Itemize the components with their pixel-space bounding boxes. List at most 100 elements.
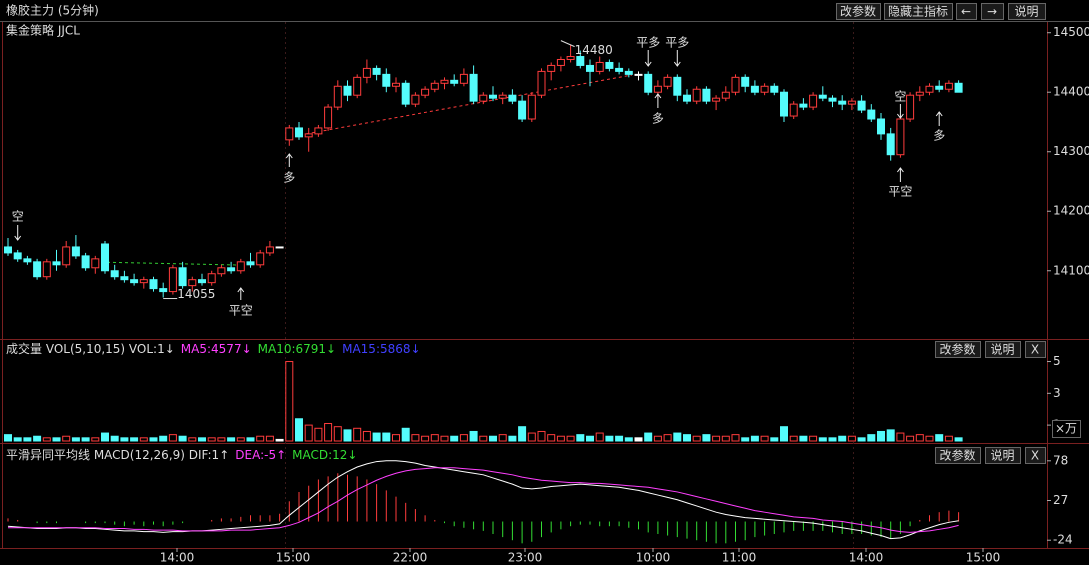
volume-bar: [954, 437, 963, 442]
volume-bar: [818, 437, 827, 442]
high-marker: [560, 40, 575, 48]
button-frame: [985, 447, 1021, 464]
button[interactable]: 改参数: [935, 447, 981, 464]
volume-bar: [304, 424, 313, 442]
button-label[interactable]: 改参数: [840, 4, 876, 19]
button-label[interactable]: X: [1031, 449, 1039, 463]
volume-bar: [566, 435, 575, 442]
candle-body: [178, 267, 187, 287]
button[interactable]: 隐藏主指标: [884, 3, 953, 20]
volume-bar: [799, 435, 808, 442]
candle-body: [799, 103, 808, 108]
candle-body: [207, 273, 216, 284]
button-label[interactable]: 说明: [990, 342, 1014, 357]
signal-label: 平空: [229, 304, 253, 318]
candle-body: [489, 94, 497, 99]
title-part: MA10:6791↓: [258, 342, 336, 356]
candle-body: [52, 261, 61, 266]
button[interactable]: 改参数: [836, 3, 881, 20]
candle-body: [828, 97, 837, 102]
volume-bar: [731, 434, 740, 442]
x-tick-label: 22:00: [393, 551, 428, 565]
candle-body: [246, 261, 255, 266]
signal-label: 多: [933, 129, 945, 143]
candle-body: [353, 76, 362, 96]
candle-body: [518, 100, 527, 120]
volume-bar: [295, 418, 303, 442]
candle-body: [692, 88, 701, 102]
volume-bar: [527, 432, 536, 442]
volume-bar: [450, 435, 459, 442]
volume-bar: [168, 434, 177, 442]
macd-line: [8, 467, 959, 533]
high-label: 14480: [575, 43, 613, 57]
candle-body: [498, 94, 507, 99]
volume-bar: [217, 437, 226, 442]
strategy-label: 集金策略 JJCL: [6, 23, 80, 38]
volume-bar: [343, 429, 352, 442]
x-tick-label: 14:00: [160, 551, 195, 565]
signal-arrow: [897, 167, 904, 182]
signal-label: 多: [652, 112, 664, 126]
candle-body: [731, 76, 740, 93]
volume-bar: [101, 432, 109, 442]
volume-bar: [692, 435, 701, 442]
candle-body: [537, 70, 546, 96]
button-label[interactable]: 改参数: [939, 342, 975, 357]
button-label[interactable]: 隐藏主指标: [888, 4, 948, 19]
button[interactable]: X: [1025, 447, 1046, 464]
candle-body: [615, 67, 624, 72]
candle-body: [527, 94, 536, 120]
volume-bar: [33, 435, 42, 442]
candle-body: [4, 246, 12, 254]
volume-bar: [314, 427, 323, 442]
button-label[interactable]: →: [987, 5, 997, 19]
signal-label: 多: [283, 171, 295, 185]
candle-body: [411, 94, 420, 105]
y-tick-label: 14300: [1053, 144, 1089, 158]
volume-bar: [256, 435, 265, 442]
volume-bar: [702, 434, 711, 442]
volume-bar: [663, 434, 672, 442]
button-label[interactable]: X: [1031, 343, 1039, 357]
candle-body: [595, 61, 604, 72]
volume-bar: [508, 435, 517, 442]
y-tick-label: 3: [1053, 386, 1061, 400]
candle-body: [712, 97, 721, 102]
button-frame: [1008, 3, 1046, 20]
signal-arrow: [897, 104, 904, 119]
signal-label: 空: [894, 90, 906, 104]
signal-label: 空: [12, 210, 24, 224]
volume-bar: [382, 432, 391, 442]
volume-bar: [4, 434, 12, 442]
signal-arrow: [935, 111, 943, 126]
button-label[interactable]: 改参数: [939, 448, 975, 463]
button-label[interactable]: ←: [961, 5, 971, 19]
button[interactable]: 说明: [1008, 3, 1046, 20]
volume-bar: [489, 435, 497, 442]
y-tick-label: 14400: [1053, 85, 1089, 99]
y-tick-label: 27: [1053, 493, 1068, 507]
signal-arrow: [644, 50, 652, 67]
candle-body: [401, 82, 410, 105]
button-frame: [884, 3, 953, 20]
volume-bar: [847, 435, 856, 442]
button-label[interactable]: 说明: [990, 448, 1014, 463]
candle-body: [721, 91, 730, 99]
candle-body: [624, 70, 633, 75]
button[interactable]: →: [981, 3, 1004, 20]
volume-bar: [120, 437, 129, 442]
button[interactable]: ←: [956, 3, 977, 20]
signal-arrow: [14, 225, 22, 241]
button-label[interactable]: 说明: [1014, 4, 1038, 19]
button[interactable]: X: [1025, 341, 1046, 358]
candle-body: [586, 64, 594, 72]
candle-body: [440, 79, 449, 84]
button[interactable]: 改参数: [935, 341, 981, 358]
button[interactable]: 说明: [985, 341, 1021, 358]
button[interactable]: 说明: [985, 447, 1021, 464]
volume-bar: [935, 434, 944, 442]
button-frame: [956, 3, 977, 20]
candle-body: [130, 279, 139, 284]
